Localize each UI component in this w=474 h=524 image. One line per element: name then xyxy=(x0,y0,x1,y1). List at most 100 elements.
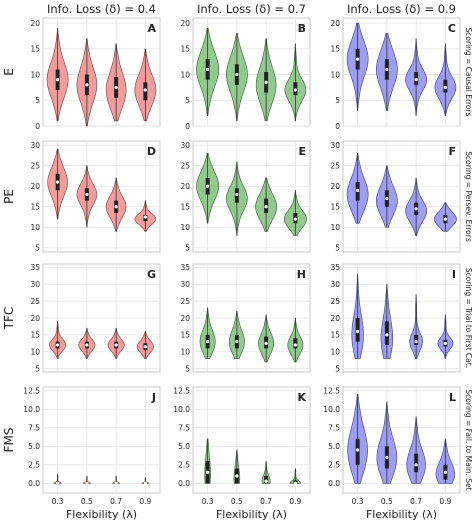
violin-median-dot xyxy=(85,192,89,197)
y-tick-label: 10.0 xyxy=(173,405,190,414)
y-tick-label: 5 xyxy=(35,96,40,105)
y-tick-label: 25 xyxy=(30,161,40,170)
violin-median-dot xyxy=(264,479,268,483)
violin-median-dot xyxy=(356,448,360,452)
violin-median-dot xyxy=(443,341,447,345)
panel-letter: E xyxy=(298,145,306,158)
x-tick-label: 0.5 xyxy=(381,497,393,506)
column-title-2: Info. Loss (δ) = 0.7 xyxy=(197,2,306,16)
x-tick-label: 0.3 xyxy=(202,497,214,506)
y-tick-label: 25 xyxy=(330,161,340,170)
panel-letter: C xyxy=(448,22,456,35)
violin-median-dot xyxy=(443,85,447,90)
x-tick-label: 0.9 xyxy=(289,497,301,506)
violin-median-dot xyxy=(143,345,147,349)
violin-median-dot xyxy=(264,341,268,345)
panel-letter: G xyxy=(147,268,156,281)
y-tick-label: 25 xyxy=(330,297,340,306)
y-tick-label: 20 xyxy=(180,314,190,323)
violin-median-dot xyxy=(235,192,239,197)
y-tick-label: 35 xyxy=(330,263,340,272)
violin-median-dot xyxy=(293,343,297,347)
violin-iqr-box xyxy=(414,453,419,473)
violin-median-dot xyxy=(385,333,389,337)
row-side-title-1: Scoring = Causal Errors xyxy=(464,28,473,117)
y-tick-label: 20 xyxy=(330,182,340,191)
violin-median-dot xyxy=(114,205,118,209)
panel-e: 5 10 15 20 25 30 E xyxy=(180,140,311,253)
panel-d: 5 10 15 20 25 30 D xyxy=(30,140,161,253)
violin-median-dot xyxy=(206,340,210,344)
y-tick-label: 2.5 xyxy=(328,461,340,470)
violin-median-dot xyxy=(85,343,89,347)
violin-median-dot xyxy=(293,217,297,221)
y-tick-label: 10 xyxy=(30,70,40,79)
y-tick-label: 5 xyxy=(185,244,190,253)
violin-median-dot xyxy=(206,470,210,474)
violin-iqr-box xyxy=(414,334,419,345)
y-tick-label: 30 xyxy=(180,280,190,289)
violin-median-dot xyxy=(356,188,360,192)
violin-median-dot xyxy=(235,72,239,77)
panel-j: 0.0 2.5 5.0 7.5 10.0 12.5 J 0.3 0.5 0.7 0.9 xyxy=(23,387,161,506)
violin-median-dot xyxy=(114,481,118,485)
violin-median-dot xyxy=(85,481,89,485)
y-tick-label: 5 xyxy=(35,244,40,253)
row-side-title-3: Scoring = Trial to First Cat. xyxy=(464,268,473,368)
panel-letter: K xyxy=(297,391,306,404)
y-tick-label: 12.5 xyxy=(173,387,190,396)
row-label-tfc: TFC xyxy=(2,307,16,331)
violin-median-dot xyxy=(56,343,60,347)
y-tick-label: 10 xyxy=(30,223,40,232)
violin-median-dot xyxy=(143,481,147,485)
y-tick-label: 20 xyxy=(30,19,40,28)
x-tick-label: 0.5 xyxy=(231,497,243,506)
violin-median-dot xyxy=(85,83,89,87)
violin-iqr-box xyxy=(293,338,298,349)
violin-median-dot xyxy=(385,455,389,460)
y-tick-label: 15 xyxy=(180,331,190,340)
y-tick-label: 5 xyxy=(335,96,340,105)
violin-median-dot xyxy=(293,88,297,92)
violin-median-dot xyxy=(114,85,118,90)
panel-letter: H xyxy=(297,268,306,281)
y-tick-label: 35 xyxy=(180,263,190,272)
y-tick-label: 20 xyxy=(330,19,340,28)
row-label-pe: PE xyxy=(2,189,16,204)
y-tick-label: 5 xyxy=(185,96,190,105)
panel-letter: I xyxy=(452,268,456,281)
violin-median-dot xyxy=(206,184,210,188)
violin-median-dot xyxy=(56,78,60,82)
y-tick-label: 0.0 xyxy=(328,479,340,488)
y-tick-label: 15 xyxy=(330,331,340,340)
y-tick-label: 0 xyxy=(185,122,190,131)
x-tick-label: 0.3 xyxy=(352,497,364,506)
column-title-3: Info. Loss (δ) = 0.9 xyxy=(347,2,456,16)
y-tick-label: 5 xyxy=(335,244,340,253)
y-tick-label: 10.0 xyxy=(323,405,340,414)
x-tick-label: 0.7 xyxy=(410,497,422,506)
panel-c: 0 5 10 15 20 C xyxy=(330,17,461,131)
y-tick-label: 20 xyxy=(30,182,40,191)
y-tick-label: 20 xyxy=(330,314,340,323)
y-tick-label: 0 xyxy=(335,122,340,131)
y-tick-label: 35 xyxy=(30,263,40,272)
y-tick-label: 15 xyxy=(180,203,190,212)
panel-k: 0.0 2.5 5.0 7.5 10.0 12.5 K 0.3 0.5 0.7 0.9 xyxy=(173,386,311,506)
y-tick-label: 25 xyxy=(30,297,40,306)
violin-median-dot xyxy=(143,215,147,219)
y-tick-label: 10 xyxy=(180,223,190,232)
panel-l: 0.0 2.5 5.0 7.5 10.0 12.5 L 0.3 0.5 0.7 0.9 xyxy=(323,387,461,506)
y-tick-label: 12.5 xyxy=(23,387,40,396)
y-tick-label: 5 xyxy=(185,364,190,373)
panel-a: 0 5 10 15 20 A xyxy=(30,17,161,131)
y-tick-label: 5 xyxy=(335,364,340,373)
y-tick-label: 5 xyxy=(35,364,40,373)
panel-letter: B xyxy=(298,22,306,35)
y-tick-label: 30 xyxy=(330,280,340,289)
panel-frame xyxy=(192,386,311,494)
y-tick-label: 10 xyxy=(180,348,190,357)
y-tick-label: 10.0 xyxy=(23,405,40,414)
x-axis-label-2: Flexibility (λ) xyxy=(216,508,287,521)
